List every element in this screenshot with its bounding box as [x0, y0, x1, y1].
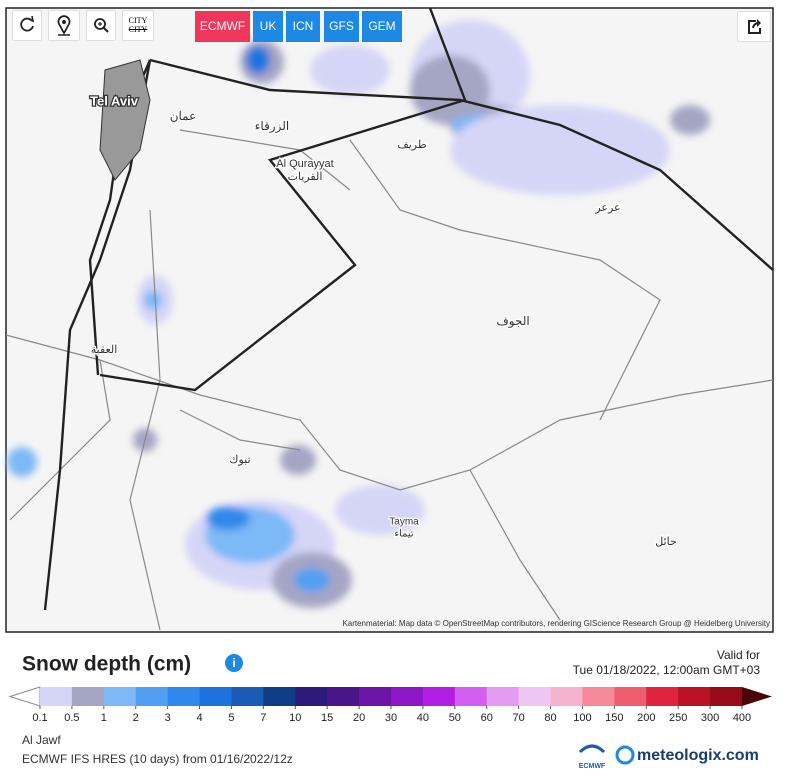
zoom-icon	[94, 18, 109, 33]
legend-swatch	[135, 687, 169, 706]
legend-tick-label: 250	[669, 712, 687, 724]
city-toggle[interactable]: CITY CITY	[122, 10, 154, 41]
legend-tick-label: 2	[133, 712, 139, 724]
legend-tick-label: 300	[701, 712, 719, 724]
legend: Snow depth (cm) i Valid for Tue 01/18/20…	[8, 648, 772, 770]
city-label-struck: CITY	[128, 25, 148, 34]
legend-over	[742, 687, 772, 706]
city-label: عرعر	[594, 202, 620, 214]
legend-swatch	[486, 687, 520, 706]
valid-label: Valid for	[717, 648, 760, 662]
reload-button[interactable]	[12, 10, 42, 41]
reload-icon	[20, 15, 35, 32]
legend-swatch	[71, 687, 105, 706]
locate-button[interactable]	[48, 10, 80, 41]
legend-tick-label: 50	[449, 712, 461, 724]
city-label: طريف	[397, 139, 427, 151]
ecmwf-logo-mark	[578, 744, 606, 754]
legend-tick-label: 7	[260, 712, 266, 724]
legend-swatch	[550, 687, 583, 706]
legend-tick-label: 4	[196, 712, 202, 724]
legend-swatch	[646, 687, 679, 706]
model-button[interactable]: UK	[253, 11, 283, 42]
locate-icon	[57, 15, 71, 36]
snow-areas	[7, 20, 710, 608]
ecmwf-logo: ECMWF	[579, 763, 606, 770]
legend-tick-label: 15	[321, 712, 333, 724]
legend-swatch	[263, 687, 296, 706]
city-label: تبوك	[229, 454, 250, 466]
legend-swatch	[327, 687, 360, 706]
legend-swatch	[678, 687, 711, 706]
city-label: Tayma	[389, 517, 419, 528]
valid-time: Tue 01/18/2022, 12:00am GMT+03	[573, 663, 761, 677]
legend-tick-label: 1	[101, 712, 107, 724]
legend-swatch	[582, 687, 615, 706]
brand-logo: meteologix.com	[637, 747, 759, 764]
legend-tick-label: 60	[481, 712, 493, 724]
legend-tick-label: 400	[733, 712, 751, 724]
map: Kartenmaterial: Map data © OpenStreetMap…	[5, 7, 774, 633]
legend-tick-label: 40	[417, 712, 429, 724]
legend-tick-label: 5	[228, 712, 234, 724]
legend-swatch	[359, 687, 392, 706]
legend-tick-label: 30	[385, 712, 397, 724]
city-label: CITY	[128, 16, 148, 25]
legend-swatch	[391, 687, 424, 706]
legend-swatch	[422, 687, 456, 706]
legend-under	[8, 686, 41, 707]
brand-icon	[615, 745, 635, 765]
model-button[interactable]: GFS	[324, 11, 359, 42]
info-icon[interactable]	[225, 654, 243, 672]
legend-swatch	[103, 687, 137, 706]
legend-swatch	[614, 687, 647, 706]
legend-tick-label: 80	[544, 712, 556, 724]
legend-swatch	[295, 687, 328, 706]
legend-swatch	[167, 687, 201, 706]
legend-swatch	[710, 687, 743, 706]
city-label: الجوف	[496, 314, 529, 328]
legend-title: Snow depth (cm)	[22, 653, 191, 676]
city-label: Tel Aviv	[90, 93, 139, 108]
legend-swatch	[231, 687, 264, 706]
city-label: Al Qurayyat	[276, 158, 333, 170]
city-label: العقبة	[91, 344, 118, 356]
legend-swatch	[199, 687, 232, 706]
map-attribution: Kartenmaterial: Map data © OpenStreetMap…	[342, 619, 770, 628]
model-button[interactable]: ICN	[286, 11, 320, 42]
info-glyph: i	[232, 656, 235, 670]
model-button[interactable]: ECMWF	[195, 11, 250, 42]
location: Al Jawf	[22, 733, 61, 747]
legend-tick-label: 200	[637, 712, 655, 724]
share-button[interactable]	[737, 11, 771, 42]
zoom-button[interactable]	[86, 10, 116, 41]
legend-tick-label: 20	[353, 712, 365, 724]
built-up-areas	[99, 59, 151, 181]
model-button[interactable]: GEM	[362, 11, 402, 42]
city-label: عمان	[170, 109, 197, 123]
city-label: الزرقاء	[255, 119, 289, 133]
legend-tick-label: 0.5	[64, 712, 79, 724]
model-run: ECMWF IFS HRES (10 days) from 01/16/2022…	[22, 752, 293, 766]
legend-swatch	[454, 687, 488, 706]
legend-tick-label: 0.1	[32, 712, 47, 724]
legend-tick-label: 150	[605, 712, 623, 724]
share-icon	[748, 19, 761, 34]
roads	[5, 129, 774, 631]
legend-tick-label: 100	[573, 712, 591, 724]
legend-tick-label: 3	[165, 712, 171, 724]
legend-tick-label: 70	[513, 712, 525, 724]
city-label: حائل	[655, 536, 677, 548]
city-label: القريات	[288, 171, 323, 183]
city-label: تيماء	[394, 529, 414, 540]
legend-swatch	[518, 687, 552, 706]
legend-swatch	[40, 687, 73, 706]
legend-tick-label: 10	[289, 712, 301, 724]
